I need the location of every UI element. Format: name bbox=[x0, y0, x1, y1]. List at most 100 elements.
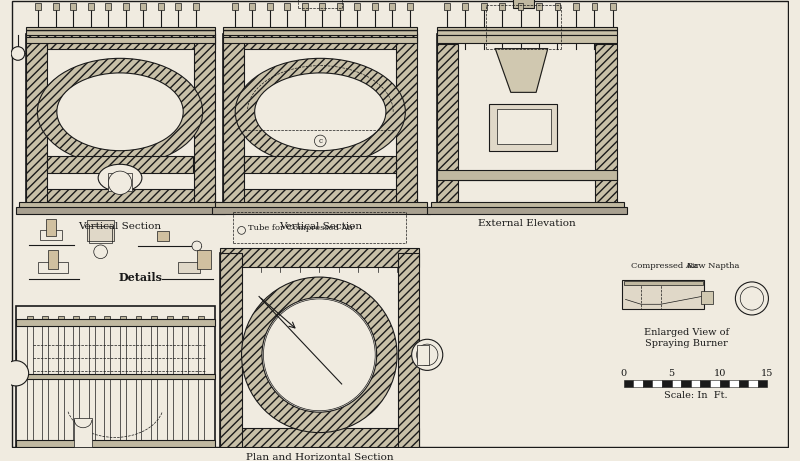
Bar bbox=[437, 170, 617, 180]
Text: Vertical Section: Vertical Section bbox=[278, 222, 362, 230]
Bar bbox=[158, 3, 164, 10]
Bar bbox=[178, 261, 200, 273]
Bar bbox=[35, 3, 42, 10]
Bar bbox=[16, 306, 215, 447]
Bar bbox=[536, 3, 542, 10]
Bar bbox=[390, 3, 395, 10]
Bar bbox=[337, 3, 342, 10]
Bar bbox=[633, 380, 642, 387]
Bar bbox=[47, 155, 193, 173]
Bar bbox=[212, 207, 430, 214]
Bar bbox=[427, 207, 627, 214]
Text: 0: 0 bbox=[621, 369, 626, 378]
Bar bbox=[437, 35, 617, 43]
Bar bbox=[26, 189, 215, 204]
Bar bbox=[120, 316, 126, 325]
Bar bbox=[407, 3, 413, 10]
Bar bbox=[671, 380, 681, 387]
Bar bbox=[223, 189, 418, 204]
Bar bbox=[681, 380, 690, 387]
Bar bbox=[398, 253, 419, 447]
Text: Details: Details bbox=[118, 272, 162, 283]
Bar bbox=[151, 316, 157, 325]
Bar bbox=[175, 3, 182, 10]
Bar bbox=[220, 253, 242, 447]
Bar bbox=[194, 34, 215, 204]
Text: Enlarged View of: Enlarged View of bbox=[644, 328, 730, 337]
Bar bbox=[120, 325, 126, 447]
Bar bbox=[157, 231, 169, 241]
Bar bbox=[166, 325, 173, 447]
Circle shape bbox=[94, 245, 107, 259]
Bar bbox=[16, 374, 215, 379]
Bar bbox=[19, 202, 222, 212]
Bar bbox=[135, 316, 142, 325]
Bar bbox=[396, 34, 418, 204]
Bar bbox=[105, 316, 110, 325]
Bar bbox=[444, 3, 450, 10]
Bar bbox=[198, 316, 204, 325]
Bar bbox=[595, 44, 617, 204]
Ellipse shape bbox=[262, 297, 377, 412]
Bar bbox=[26, 37, 215, 43]
Text: Raw Naptha: Raw Naptha bbox=[686, 262, 739, 271]
Bar bbox=[490, 104, 558, 151]
Bar bbox=[710, 380, 719, 387]
Bar bbox=[135, 325, 142, 447]
Circle shape bbox=[238, 226, 246, 234]
Bar bbox=[220, 428, 419, 447]
Bar bbox=[198, 325, 204, 447]
Bar bbox=[245, 155, 396, 173]
Bar bbox=[220, 248, 419, 267]
Bar bbox=[250, 3, 255, 10]
Text: External Elevation: External Elevation bbox=[478, 219, 575, 228]
Ellipse shape bbox=[235, 59, 406, 165]
Bar bbox=[141, 3, 146, 10]
Circle shape bbox=[108, 171, 132, 195]
Circle shape bbox=[11, 47, 25, 60]
Text: Tube for Compressed Air: Tube for Compressed Air bbox=[248, 225, 354, 232]
Text: Compressed Air: Compressed Air bbox=[631, 262, 699, 271]
Bar bbox=[623, 380, 633, 387]
Bar bbox=[166, 316, 173, 325]
Bar bbox=[197, 250, 211, 269]
Bar bbox=[215, 202, 427, 212]
Bar bbox=[554, 3, 561, 10]
Bar bbox=[223, 34, 418, 204]
Bar bbox=[48, 250, 58, 269]
Bar bbox=[26, 33, 215, 48]
Bar bbox=[499, 3, 505, 10]
Bar bbox=[26, 34, 47, 204]
Bar bbox=[623, 281, 703, 285]
Ellipse shape bbox=[57, 73, 183, 151]
Polygon shape bbox=[495, 48, 548, 92]
Bar bbox=[108, 173, 132, 190]
Bar bbox=[690, 380, 700, 387]
Bar bbox=[89, 325, 94, 447]
Circle shape bbox=[192, 241, 202, 251]
Bar bbox=[223, 27, 418, 35]
Bar bbox=[513, 0, 534, 8]
Circle shape bbox=[314, 135, 326, 147]
Bar bbox=[610, 3, 616, 10]
Bar bbox=[748, 380, 758, 387]
Bar bbox=[105, 325, 110, 447]
Bar bbox=[42, 316, 48, 325]
Bar bbox=[267, 3, 273, 10]
Bar bbox=[284, 3, 290, 10]
Text: 5: 5 bbox=[669, 369, 674, 378]
Bar bbox=[372, 3, 378, 10]
Bar bbox=[151, 325, 157, 447]
Bar bbox=[642, 380, 652, 387]
Bar bbox=[319, 3, 325, 10]
Text: 10: 10 bbox=[714, 369, 726, 378]
Bar bbox=[40, 230, 62, 240]
Bar bbox=[46, 219, 56, 236]
Bar bbox=[223, 34, 245, 204]
Bar bbox=[700, 380, 710, 387]
Bar bbox=[58, 325, 64, 447]
Bar bbox=[232, 3, 238, 10]
Bar bbox=[193, 3, 198, 10]
Bar bbox=[74, 316, 79, 325]
Bar bbox=[573, 3, 579, 10]
